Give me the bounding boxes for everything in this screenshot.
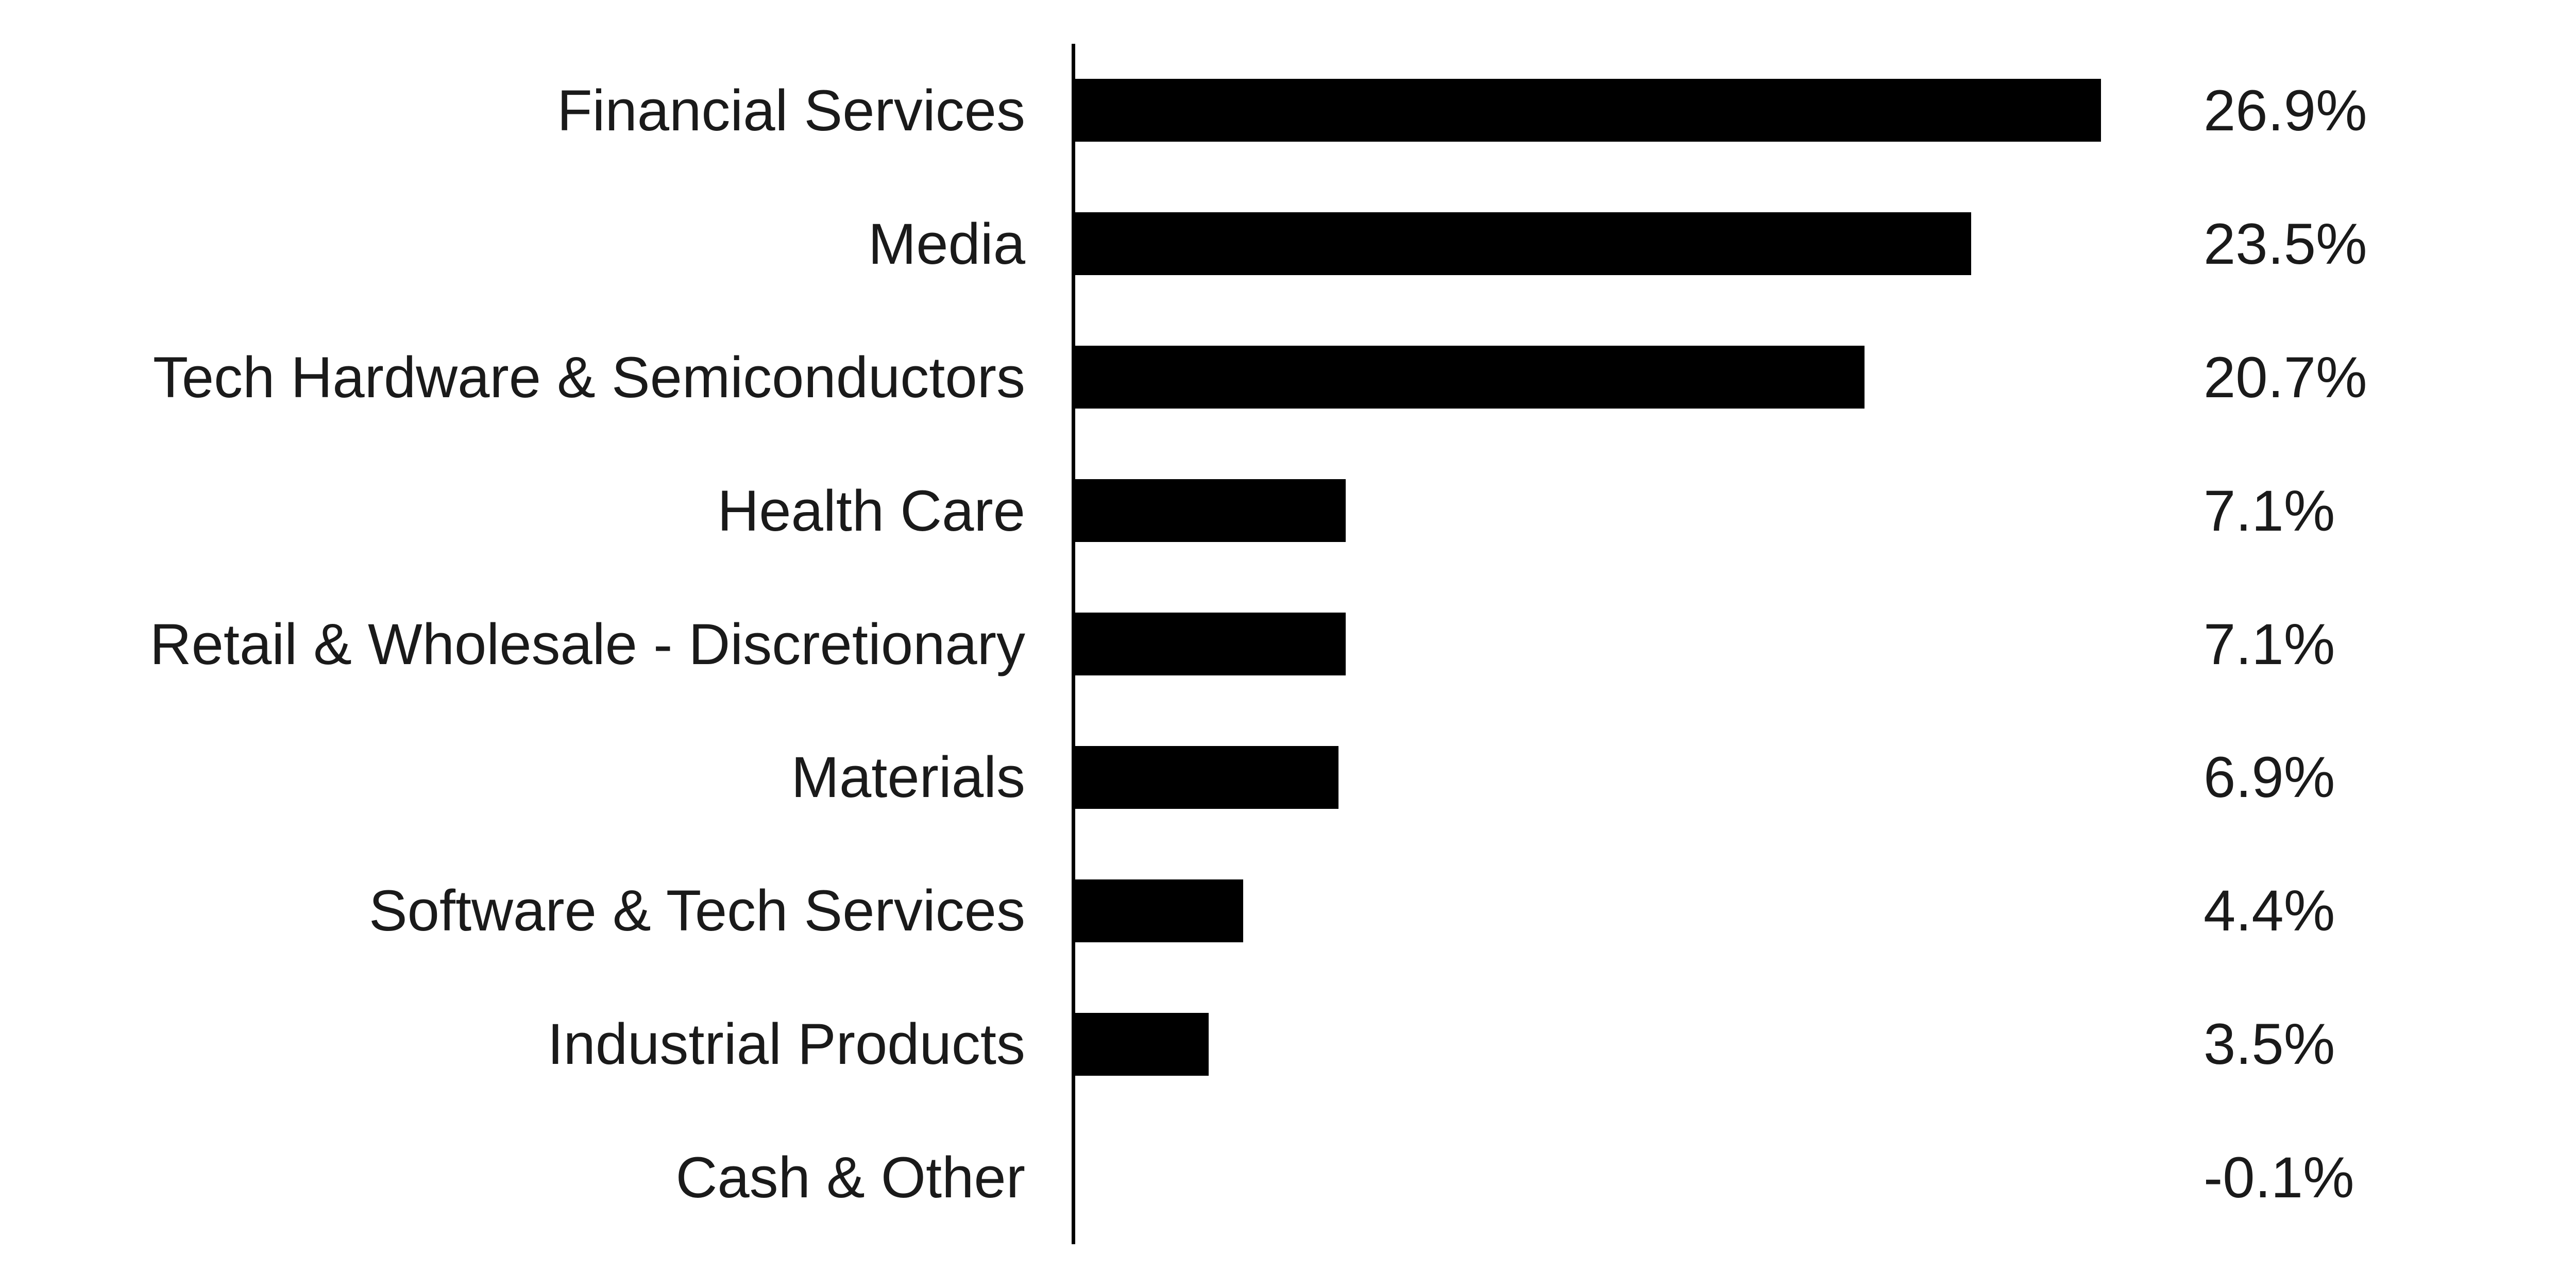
bar-area <box>1072 577 2173 711</box>
value-label: 7.1% <box>2204 478 2335 543</box>
category-label: Health Care <box>717 478 1025 543</box>
category-label: Software & Tech Services <box>368 878 1025 943</box>
value-label: 7.1% <box>2204 612 2335 676</box>
bar <box>1075 1012 1209 1076</box>
chart-row: Health Care 7.1% <box>0 444 2576 578</box>
value-label: 4.4% <box>2204 878 2335 943</box>
chart-row: Industrial Products 3.5% <box>0 977 2576 1111</box>
bar-area <box>1072 444 2173 578</box>
bar <box>1075 613 1346 675</box>
value-label: 26.9% <box>2204 78 2367 143</box>
category-label: Materials <box>791 745 1025 810</box>
category-label: Financial Services <box>557 78 1025 143</box>
chart-rows: Financial Services 26.9% Media 23.5% Tec… <box>0 44 2576 1245</box>
bar-area <box>1072 710 2173 844</box>
value-label: 23.5% <box>2204 211 2367 276</box>
chart-row: Tech Hardware & Semiconductors 20.7% <box>0 310 2576 444</box>
category-label: Cash & Other <box>675 1145 1025 1210</box>
value-label: 6.9% <box>2204 745 2335 810</box>
bar-area <box>1072 977 2173 1111</box>
bar-area <box>1072 1111 2173 1245</box>
bar <box>1075 79 2101 142</box>
category-label: Industrial Products <box>547 1012 1025 1077</box>
category-label: Tech Hardware & Semiconductors <box>152 345 1025 410</box>
chart-row: Financial Services 26.9% <box>0 44 2576 177</box>
value-label: 20.7% <box>2204 345 2367 410</box>
value-label: 3.5% <box>2204 1012 2335 1077</box>
value-label: -0.1% <box>2204 1145 2354 1210</box>
bar <box>1075 212 1971 276</box>
bar-area <box>1072 844 2173 978</box>
bar-area <box>1072 310 2173 444</box>
bar-area <box>1072 177 2173 311</box>
bar <box>1075 346 1865 409</box>
bar <box>1075 745 1338 809</box>
category-label: Retail & Wholesale - Discretionary <box>149 612 1025 676</box>
chart-row: Media 23.5% <box>0 177 2576 311</box>
chart-row: Retail & Wholesale - Discretionary 7.1% <box>0 577 2576 711</box>
category-label: Media <box>868 211 1025 276</box>
bar <box>1075 479 1346 543</box>
chart-row: Software & Tech Services 4.4% <box>0 844 2576 978</box>
bar <box>1075 879 1243 942</box>
chart-row: Materials 6.9% <box>0 710 2576 844</box>
chart-row: Cash & Other -0.1% <box>0 1111 2576 1245</box>
bar-area <box>1072 44 2173 177</box>
